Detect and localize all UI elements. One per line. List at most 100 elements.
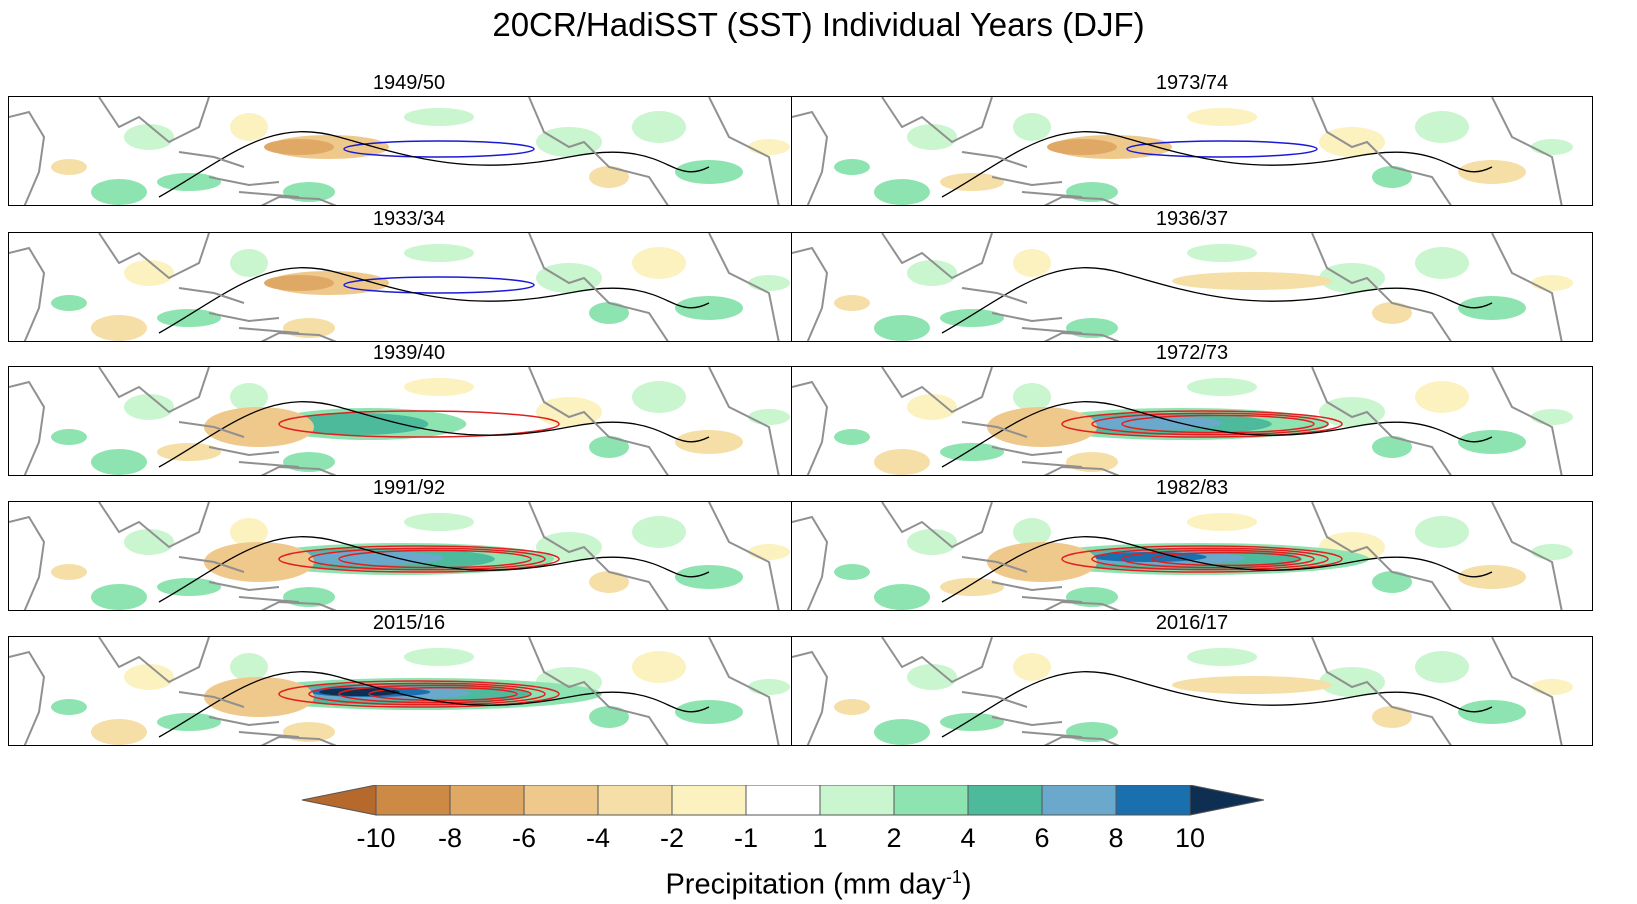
sst-negative-contour bbox=[343, 140, 535, 158]
sst-positive-contour bbox=[1151, 551, 1301, 567]
precip-dry-area bbox=[204, 542, 314, 582]
colorbar-tick-label: 2 bbox=[886, 823, 902, 853]
precip-anomaly-area bbox=[124, 394, 174, 420]
coastline-maritime-continent bbox=[178, 287, 300, 334]
precip-anomaly-area bbox=[940, 443, 1004, 461]
colorbar-swatch bbox=[597, 785, 673, 816]
coastline-australia bbox=[1043, 600, 1120, 610]
precip-anomaly-area bbox=[874, 449, 930, 475]
coastline-africa bbox=[9, 380, 46, 475]
precip-anomaly-area bbox=[940, 578, 1004, 596]
precip-anomaly-area bbox=[874, 315, 930, 341]
colorbar-high-triangle bbox=[1189, 785, 1265, 816]
map-panel bbox=[791, 636, 1593, 746]
precip-anomaly-area bbox=[1531, 679, 1573, 695]
sst-positive-contour bbox=[1061, 410, 1343, 438]
sst-positive-contour bbox=[1091, 547, 1329, 571]
precip-anomaly-area bbox=[230, 653, 268, 681]
precip-anomaly-area bbox=[1319, 263, 1385, 293]
coastline-australia bbox=[260, 195, 337, 205]
colorbar-tick-label: 10 bbox=[1174, 823, 1206, 853]
precip-anomaly-area bbox=[1013, 113, 1051, 141]
colorbar-swatch bbox=[671, 785, 747, 816]
precip-anomaly-area bbox=[589, 571, 629, 593]
precip-anomaly-area bbox=[1531, 275, 1573, 291]
precip-wet-core bbox=[292, 551, 445, 565]
zero-contour bbox=[941, 131, 1493, 198]
colorbar-swatch bbox=[449, 785, 525, 816]
precip-anomaly-area bbox=[1187, 648, 1257, 666]
sst-positive-contour bbox=[1061, 545, 1343, 573]
coastline-africa bbox=[9, 650, 46, 745]
precip-dry-core bbox=[264, 275, 334, 291]
coastline-africa bbox=[9, 515, 46, 610]
precip-anomaly-area bbox=[589, 706, 629, 728]
precip-dry-area bbox=[987, 407, 1097, 447]
coastline-americas bbox=[528, 502, 669, 610]
colorbar-tick-label: 6 bbox=[1034, 823, 1050, 853]
precip-anomaly-area bbox=[940, 713, 1004, 731]
precip-anomaly-area bbox=[1415, 381, 1469, 413]
precip-anomaly-area bbox=[536, 127, 602, 157]
precip-anomaly-area bbox=[51, 564, 87, 580]
precip-anomaly-area bbox=[940, 173, 1004, 191]
precip-anomaly-area bbox=[675, 430, 743, 454]
map-panel bbox=[791, 366, 1593, 476]
precip-anomaly-area bbox=[51, 295, 87, 311]
panel-title: 1973/74 bbox=[1155, 72, 1229, 94]
coastline-americas bbox=[528, 637, 669, 745]
coastline-asia bbox=[98, 233, 210, 280]
panel-title: 2016/17 bbox=[1155, 612, 1229, 634]
precip-anomaly-area bbox=[589, 302, 629, 324]
coastline-south-america-east bbox=[1491, 233, 1563, 341]
map-panel bbox=[791, 501, 1593, 611]
precip-anomaly-area bbox=[1013, 518, 1051, 546]
precip-wet-core bbox=[1075, 416, 1223, 430]
precip-anomaly-area bbox=[230, 518, 268, 546]
coastline-americas bbox=[1311, 233, 1452, 341]
precip-anomaly-area bbox=[230, 113, 268, 141]
map-panel bbox=[791, 96, 1593, 206]
zero-contour bbox=[158, 401, 710, 468]
coastline-africa bbox=[792, 515, 829, 610]
map-panel bbox=[8, 636, 810, 746]
coastline-americas bbox=[528, 97, 669, 205]
precip-anomaly-area bbox=[51, 429, 87, 445]
coastline-south-america-east bbox=[1491, 502, 1563, 610]
sst-positive-contour bbox=[1121, 414, 1315, 434]
colorbar-tick-label: -8 bbox=[437, 823, 463, 853]
sst-positive-contour bbox=[1121, 549, 1315, 569]
colorbar-swatch bbox=[967, 785, 1043, 816]
precip-anomaly-area bbox=[907, 529, 957, 555]
precip-anomaly-area bbox=[1372, 166, 1412, 188]
coastline-australia bbox=[1043, 195, 1120, 205]
map-panel bbox=[8, 96, 810, 206]
precip-anomaly-area bbox=[1319, 667, 1385, 697]
precip-anomaly-area bbox=[834, 699, 870, 715]
zero-contour bbox=[941, 401, 1493, 468]
zero-contour bbox=[941, 536, 1493, 603]
sst-positive-contour bbox=[278, 545, 560, 573]
zero-contour bbox=[158, 267, 710, 334]
zero-contour bbox=[158, 671, 710, 738]
coastline-south-america-east bbox=[708, 97, 780, 205]
coastline-asia bbox=[881, 97, 993, 144]
sst-positive-contour bbox=[308, 682, 546, 706]
sst-positive-contour bbox=[278, 410, 560, 438]
coastline-australia bbox=[260, 465, 337, 475]
sst-negative-contour bbox=[1126, 140, 1318, 158]
coastline-africa bbox=[792, 110, 829, 205]
precip-anomaly-area bbox=[874, 719, 930, 745]
colorbar-title-unit-exponent: -1 bbox=[945, 867, 962, 887]
precip-anomaly-area bbox=[907, 124, 957, 150]
panel-title: 1936/37 bbox=[1155, 208, 1229, 230]
panel-title: 1991/92 bbox=[372, 477, 446, 499]
colorbar-swatch bbox=[1115, 785, 1191, 816]
coastline-maritime-continent bbox=[961, 556, 1083, 603]
precip-anomaly-area bbox=[1372, 436, 1412, 458]
colorbar-swatch bbox=[1041, 785, 1117, 816]
coastline-south-america-east bbox=[708, 233, 780, 341]
precip-anomaly-area bbox=[1187, 244, 1257, 262]
page-title: 20CR/HadiSST (SST) Individual Years (DJF… bbox=[492, 6, 1145, 43]
coastline-asia bbox=[98, 502, 210, 549]
